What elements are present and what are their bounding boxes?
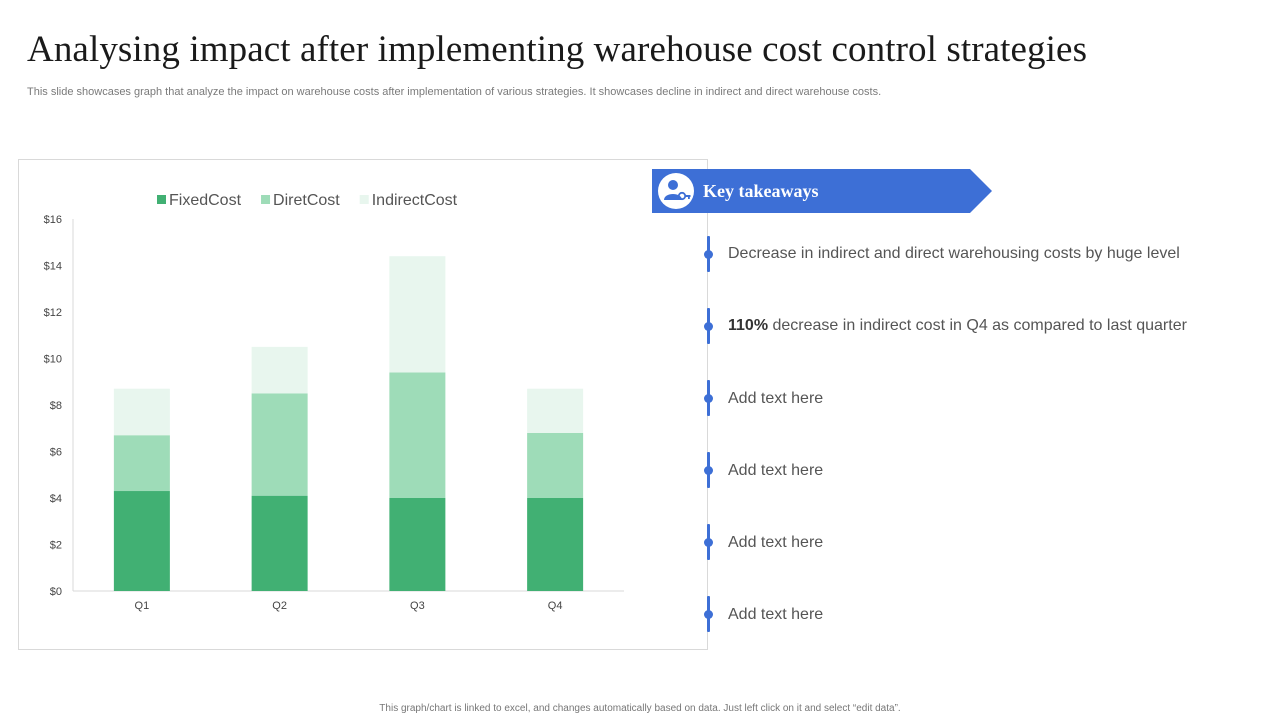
bar-diretcost-q2	[251, 393, 308, 496]
x-tick-label: Q2	[272, 600, 287, 612]
y-tick-label: $16	[44, 214, 62, 226]
timeline-dot	[704, 394, 713, 403]
y-tick-label: $4	[50, 493, 62, 505]
y-tick-label: $14	[44, 261, 62, 273]
user-key-icon	[658, 173, 694, 209]
x-tick-label: Q4	[548, 600, 563, 612]
takeaway-item: Decrease in indirect and direct warehous…	[728, 245, 1180, 262]
legend-label: DiretCost	[273, 192, 340, 209]
timeline-dot	[704, 322, 713, 331]
y-tick-label: $0	[50, 586, 62, 598]
bar-fixedcost-q1	[113, 491, 170, 591]
timeline-dot	[704, 610, 713, 619]
takeaway-item: Add text here	[728, 462, 824, 479]
y-tick-label: $10	[44, 354, 62, 366]
takeaway-highlight: 110%	[728, 317, 769, 334]
legend-label: IndirectCost	[372, 192, 458, 209]
bar-diretcost-q3	[389, 372, 446, 498]
bar-indirectcost-q1	[113, 388, 170, 436]
y-tick-label: $8	[50, 400, 62, 412]
y-tick-label: $12	[44, 307, 62, 319]
banner-arrow-shape	[652, 169, 992, 213]
timeline-dot	[704, 466, 713, 475]
page-subtitle: This slide showcases graph that analyze …	[27, 86, 882, 98]
takeaway-item: Add text here	[728, 390, 824, 407]
y-tick-label: $6	[50, 447, 62, 459]
stacked-bar-chart: $0 $2 $4 $6 $8 $10 $12 $14 $16 Q1 Q2 Q3 Q4 FixedCost D…	[44, 192, 624, 612]
bar-fixedcost-q2	[251, 495, 308, 591]
key-takeaways-banner: Key takeaways	[652, 169, 992, 213]
x-tick-label: Q1	[135, 600, 150, 612]
bar-diretcost-q1	[113, 435, 170, 492]
timeline-dot	[704, 250, 713, 259]
timeline-dot	[704, 538, 713, 547]
takeaways-timeline	[704, 236, 713, 632]
footer-note: This graph/chart is linked to excel, and…	[379, 703, 901, 714]
bar-indirectcost-q4	[527, 388, 584, 433]
legend-swatch-diretcost	[261, 195, 271, 204]
y-tick-label: $2	[50, 540, 62, 552]
key-takeaways-heading: Key takeaways	[703, 181, 819, 201]
x-tick-label: Q3	[410, 600, 425, 612]
page-title: Analysing impact after implementing ware…	[27, 29, 1088, 70]
bar-indirectcost-q2	[251, 346, 308, 394]
takeaway-item: Add text here	[728, 534, 824, 551]
chart-container[interactable]: $0 $2 $4 $6 $8 $10 $12 $14 $16 Q1 Q2 Q3 Q4 FixedCost D…	[18, 159, 708, 650]
bar-fixedcost-q4	[527, 498, 584, 591]
takeaway-item: Add text here	[728, 606, 824, 623]
legend-swatch-indirectcost	[359, 195, 369, 204]
bar-indirectcost-q3	[389, 256, 446, 373]
takeaway-item: 110% decrease in indirect cost in Q4 as …	[728, 317, 1187, 334]
legend-label: FixedCost	[169, 192, 242, 209]
legend-swatch-fixedcost	[157, 195, 166, 204]
bar-fixedcost-q3	[389, 498, 446, 591]
bar-diretcost-q4	[527, 432, 584, 498]
